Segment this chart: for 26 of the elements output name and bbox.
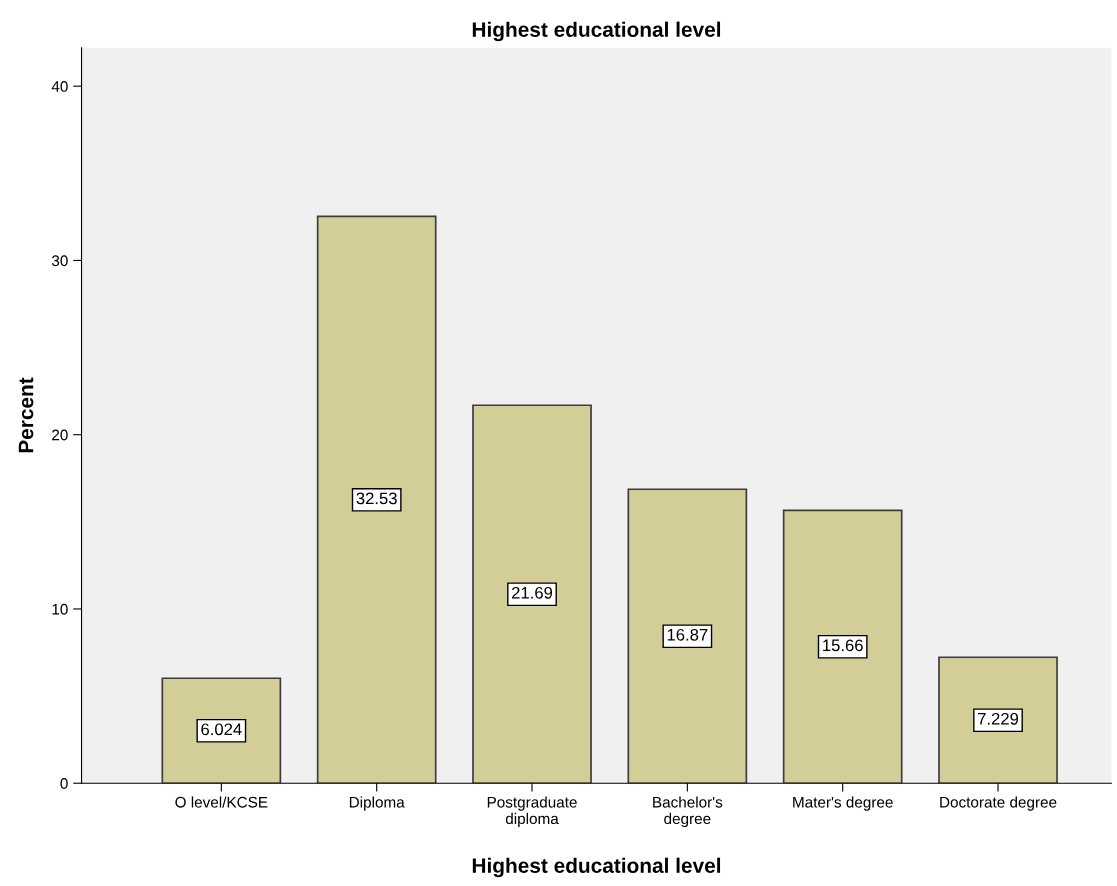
data-label: 15.66 (823, 639, 863, 652)
x-tick-label: Mater's degree (793, 796, 893, 811)
y-tick-label: 40 (51, 81, 68, 92)
data-label: 7.229 (978, 712, 1019, 725)
bar (161, 677, 282, 784)
x-tick-label: Doctorate degree (940, 796, 1057, 811)
y-axis-title: Percent (18, 377, 34, 453)
chart-title: Highest educational level (472, 21, 721, 42)
y-tick-label: 30 (51, 255, 68, 267)
bar (627, 488, 748, 784)
y-tick-label: 0 (60, 778, 68, 789)
bar (316, 215, 437, 784)
bar (938, 656, 1058, 784)
x-axis-title: Highest educational level (472, 857, 721, 878)
x-tick-label: Bachelor's degree (653, 796, 723, 828)
bar (472, 404, 592, 784)
y-tick-label: 20 (52, 429, 68, 441)
data-label: 21.69 (512, 586, 553, 599)
bar (782, 509, 903, 784)
data-label: 32.53 (356, 492, 397, 505)
y-tick-label: 10 (52, 603, 68, 615)
x-tick-label: Diploma (349, 796, 405, 811)
data-label: 6.024 (201, 723, 242, 736)
x-tick-label: Postgraduate diploma (487, 796, 577, 828)
data-label: 16.87 (667, 628, 708, 641)
x-tick-label: O level/KCSE (175, 796, 268, 808)
